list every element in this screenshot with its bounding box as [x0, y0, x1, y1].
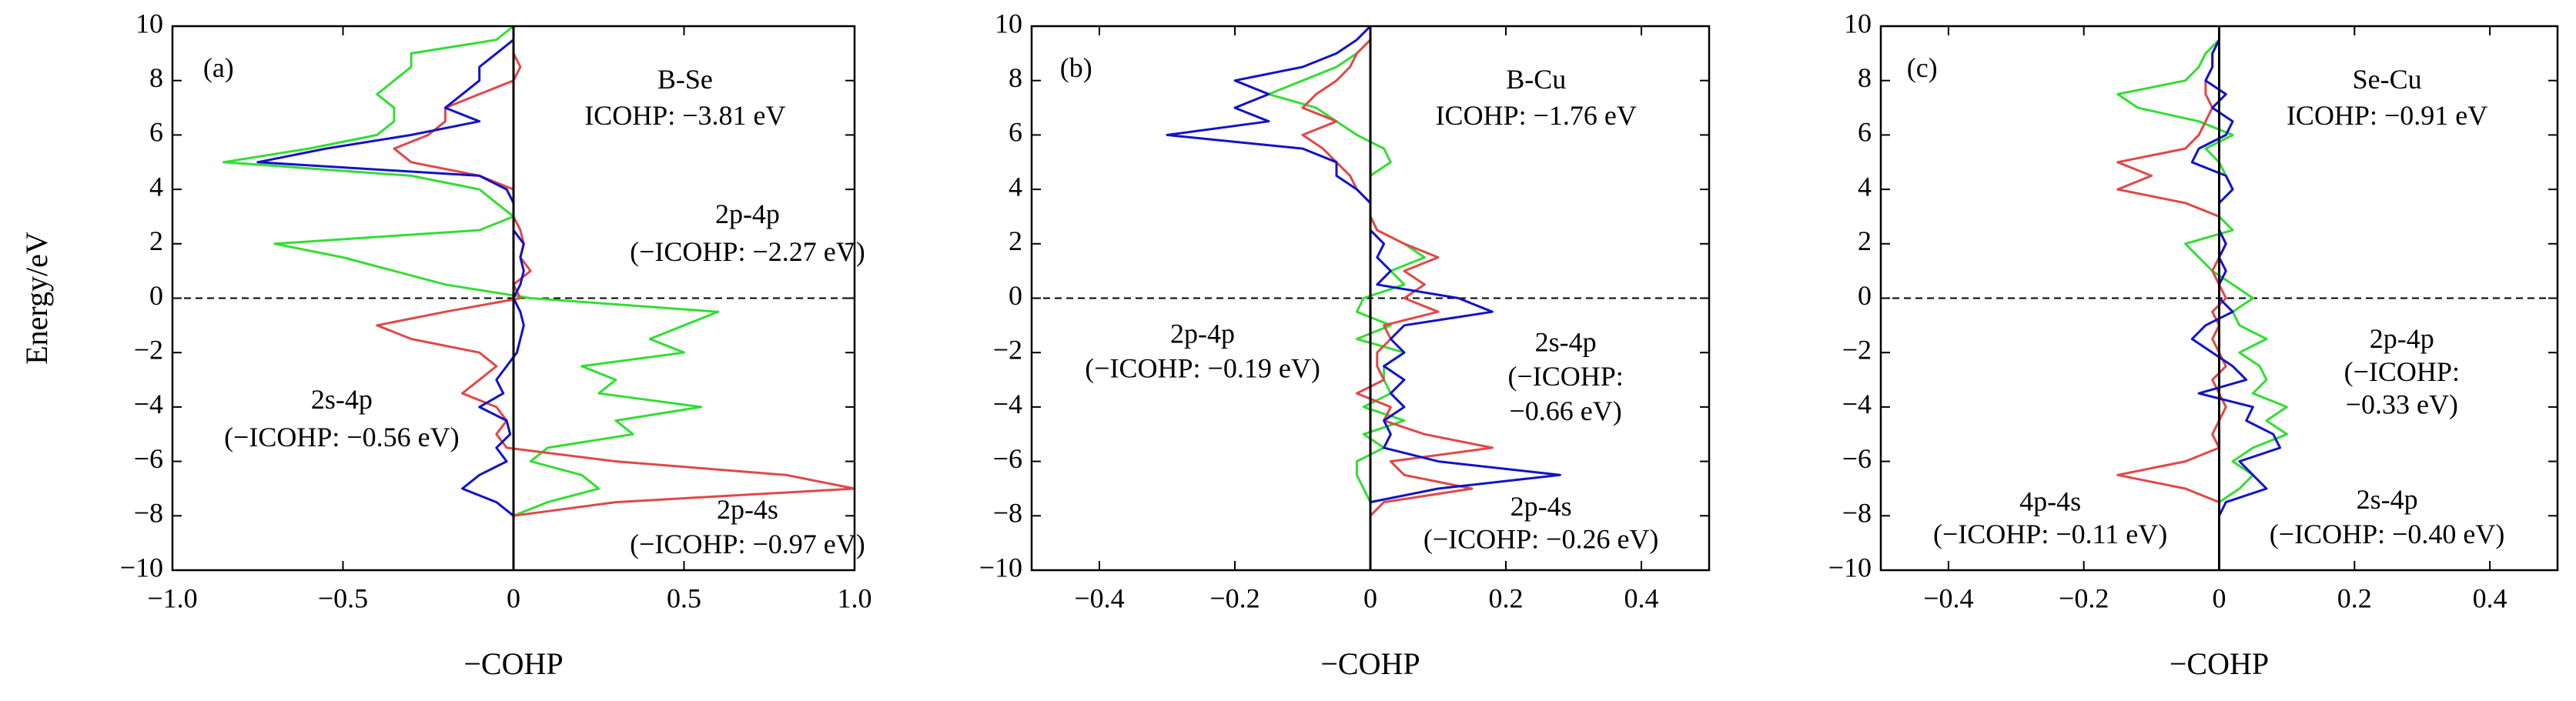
y-axis-label: Energy/eV	[19, 232, 54, 365]
plot-frame	[171, 25, 856, 572]
cohp-curve	[222, 25, 720, 517]
cohp-curve	[256, 26, 525, 517]
x-tick-label: −0.4	[1074, 582, 1124, 613]
plot-frame	[1879, 25, 2559, 572]
annotation: 2s-4p	[311, 384, 373, 415]
y-tick-label: 10	[995, 8, 1022, 38]
annotation: 4p-4s	[2019, 486, 2081, 516]
x-tick-label: −1.0	[147, 582, 197, 613]
annotation: 2p-4p	[2370, 323, 2434, 354]
x-tick-label: 0.2	[1489, 582, 1524, 613]
x-tick-label: −0.5	[318, 582, 368, 613]
x-axis-label: −COHP	[1320, 646, 1420, 681]
annotation: 2s-4p	[2357, 484, 2418, 515]
y-tick-label: −2	[1842, 334, 1872, 365]
x-tick-label: 0.4	[1624, 582, 1659, 613]
y-tick-label: −6	[134, 443, 163, 474]
bond-title: B-Cu	[1506, 64, 1566, 95]
cohp-curve	[1166, 25, 1561, 516]
panel: −10 −8 −6 −4 −2 0 2 4 6 8 10 −1.0 −0.5 0 0.5 1.0 (a) B-Se…	[19, 8, 871, 681]
cohp-curve	[1301, 26, 1494, 517]
x-axis-label: −COHP	[463, 646, 563, 681]
y-tick-label: −8	[993, 498, 1022, 529]
annotation: (−ICOHP: −0.56 eV)	[224, 422, 460, 452]
panel-label: (b)	[1060, 52, 1092, 83]
y-tick-label: 6	[149, 117, 163, 148]
annotation: 2p-4p	[1170, 319, 1235, 349]
cohp-curve	[1267, 26, 1426, 516]
annotation: 2s-4p	[1535, 326, 1597, 357]
annotation: 2p-4p	[715, 199, 780, 229]
y-tick-label: 4	[1009, 171, 1022, 202]
x-tick-label: 0.2	[2337, 582, 2372, 613]
plot-frame	[1030, 25, 1711, 572]
y-tick-label: 0	[1858, 280, 1872, 311]
y-tick-label: −8	[1842, 498, 1872, 529]
y-tick-label: −4	[993, 389, 1022, 419]
y-tick-label: −2	[134, 334, 163, 365]
y-tick-label: 8	[149, 62, 163, 93]
annotation: 2p-4s	[1510, 491, 1572, 522]
y-tick-label: 10	[1844, 8, 1872, 38]
annotation: 2p-4s	[717, 494, 778, 525]
annotation: −0.66 eV)	[1509, 396, 1621, 426]
panel: −10 −8 −6 −4 −2 0 2 4 6 8 10 −0.4 −0.2 0 0.2 0.4 (b) B-Cu…	[979, 8, 1711, 681]
y-tick-label: −4	[134, 389, 163, 419]
x-tick-label: −0.2	[1209, 582, 1260, 613]
y-tick-label: −4	[1842, 389, 1872, 419]
y-tick-label: 0	[149, 280, 163, 311]
x-tick-label: 0	[507, 582, 520, 613]
annotation: (−ICOHP: −0.11 eV)	[1933, 519, 2167, 549]
annotation: (−ICOHP: −0.26 eV)	[1423, 523, 1659, 554]
panel-label: (c)	[1907, 52, 1938, 83]
y-tick-label: 8	[1009, 62, 1022, 93]
y-tick-label: −6	[1842, 443, 1872, 474]
y-tick-label: 4	[149, 171, 163, 202]
bond-title: B-Se	[657, 64, 713, 95]
y-tick-label: −10	[979, 552, 1022, 582]
icohp-label: ICOHP: −3.81 eV	[584, 100, 785, 131]
y-tick-label: 2	[1858, 225, 1872, 256]
x-tick-label: 0	[1363, 582, 1377, 613]
x-tick-label: −0.2	[2059, 582, 2109, 613]
icohp-label: ICOHP: −1.76 eV	[1436, 100, 1637, 131]
y-tick-label: 6	[1009, 117, 1022, 148]
bond-title: Se-Cu	[2353, 64, 2422, 95]
x-tick-label: 0.4	[2473, 582, 2507, 613]
x-tick-label: 0	[2213, 582, 2226, 613]
y-tick-label: 6	[1858, 117, 1872, 148]
cohp-curve	[2190, 26, 2282, 516]
y-tick-label: 8	[1858, 62, 1872, 93]
panel-label: (a)	[203, 52, 234, 83]
cohp-curve	[2116, 26, 2227, 516]
annotation: (−ICOHP:	[2344, 356, 2460, 387]
y-tick-label: −10	[120, 552, 163, 582]
annotation: (−ICOHP:	[1507, 361, 1623, 392]
annotation: (−ICOHP: −0.97 eV)	[630, 529, 865, 559]
annotation: (−ICOHP: −2.27 eV)	[630, 236, 865, 267]
cohp-curve	[2116, 26, 2288, 516]
annotation: (−ICOHP: −0.40 eV)	[2270, 519, 2505, 549]
x-tick-label: 0.5	[667, 582, 701, 613]
y-tick-label: −8	[134, 498, 163, 529]
annotation: −0.33 eV)	[2346, 389, 2458, 419]
y-tick-label: −2	[993, 334, 1022, 365]
icohp-label: ICOHP: −0.91 eV	[2287, 100, 2487, 131]
y-tick-label: 4	[1858, 171, 1872, 202]
y-tick-label: 0	[1009, 280, 1022, 311]
x-axis-label: −COHP	[2170, 646, 2269, 681]
y-tick-label: 2	[1009, 225, 1022, 256]
x-tick-label: 1.0	[838, 582, 872, 613]
panel: −10 −8 −6 −4 −2 0 2 4 6 8 10 −0.4 −0.2 0 0.2 0.4 (c) Se-C…	[1828, 8, 2559, 681]
y-tick-label: 10	[135, 8, 163, 38]
y-tick-label: −10	[1828, 552, 1872, 582]
x-tick-label: −0.4	[1923, 582, 1973, 613]
y-tick-label: 2	[149, 225, 163, 256]
annotation: (−ICOHP: −0.19 eV)	[1085, 353, 1320, 384]
y-tick-label: −6	[993, 443, 1022, 474]
